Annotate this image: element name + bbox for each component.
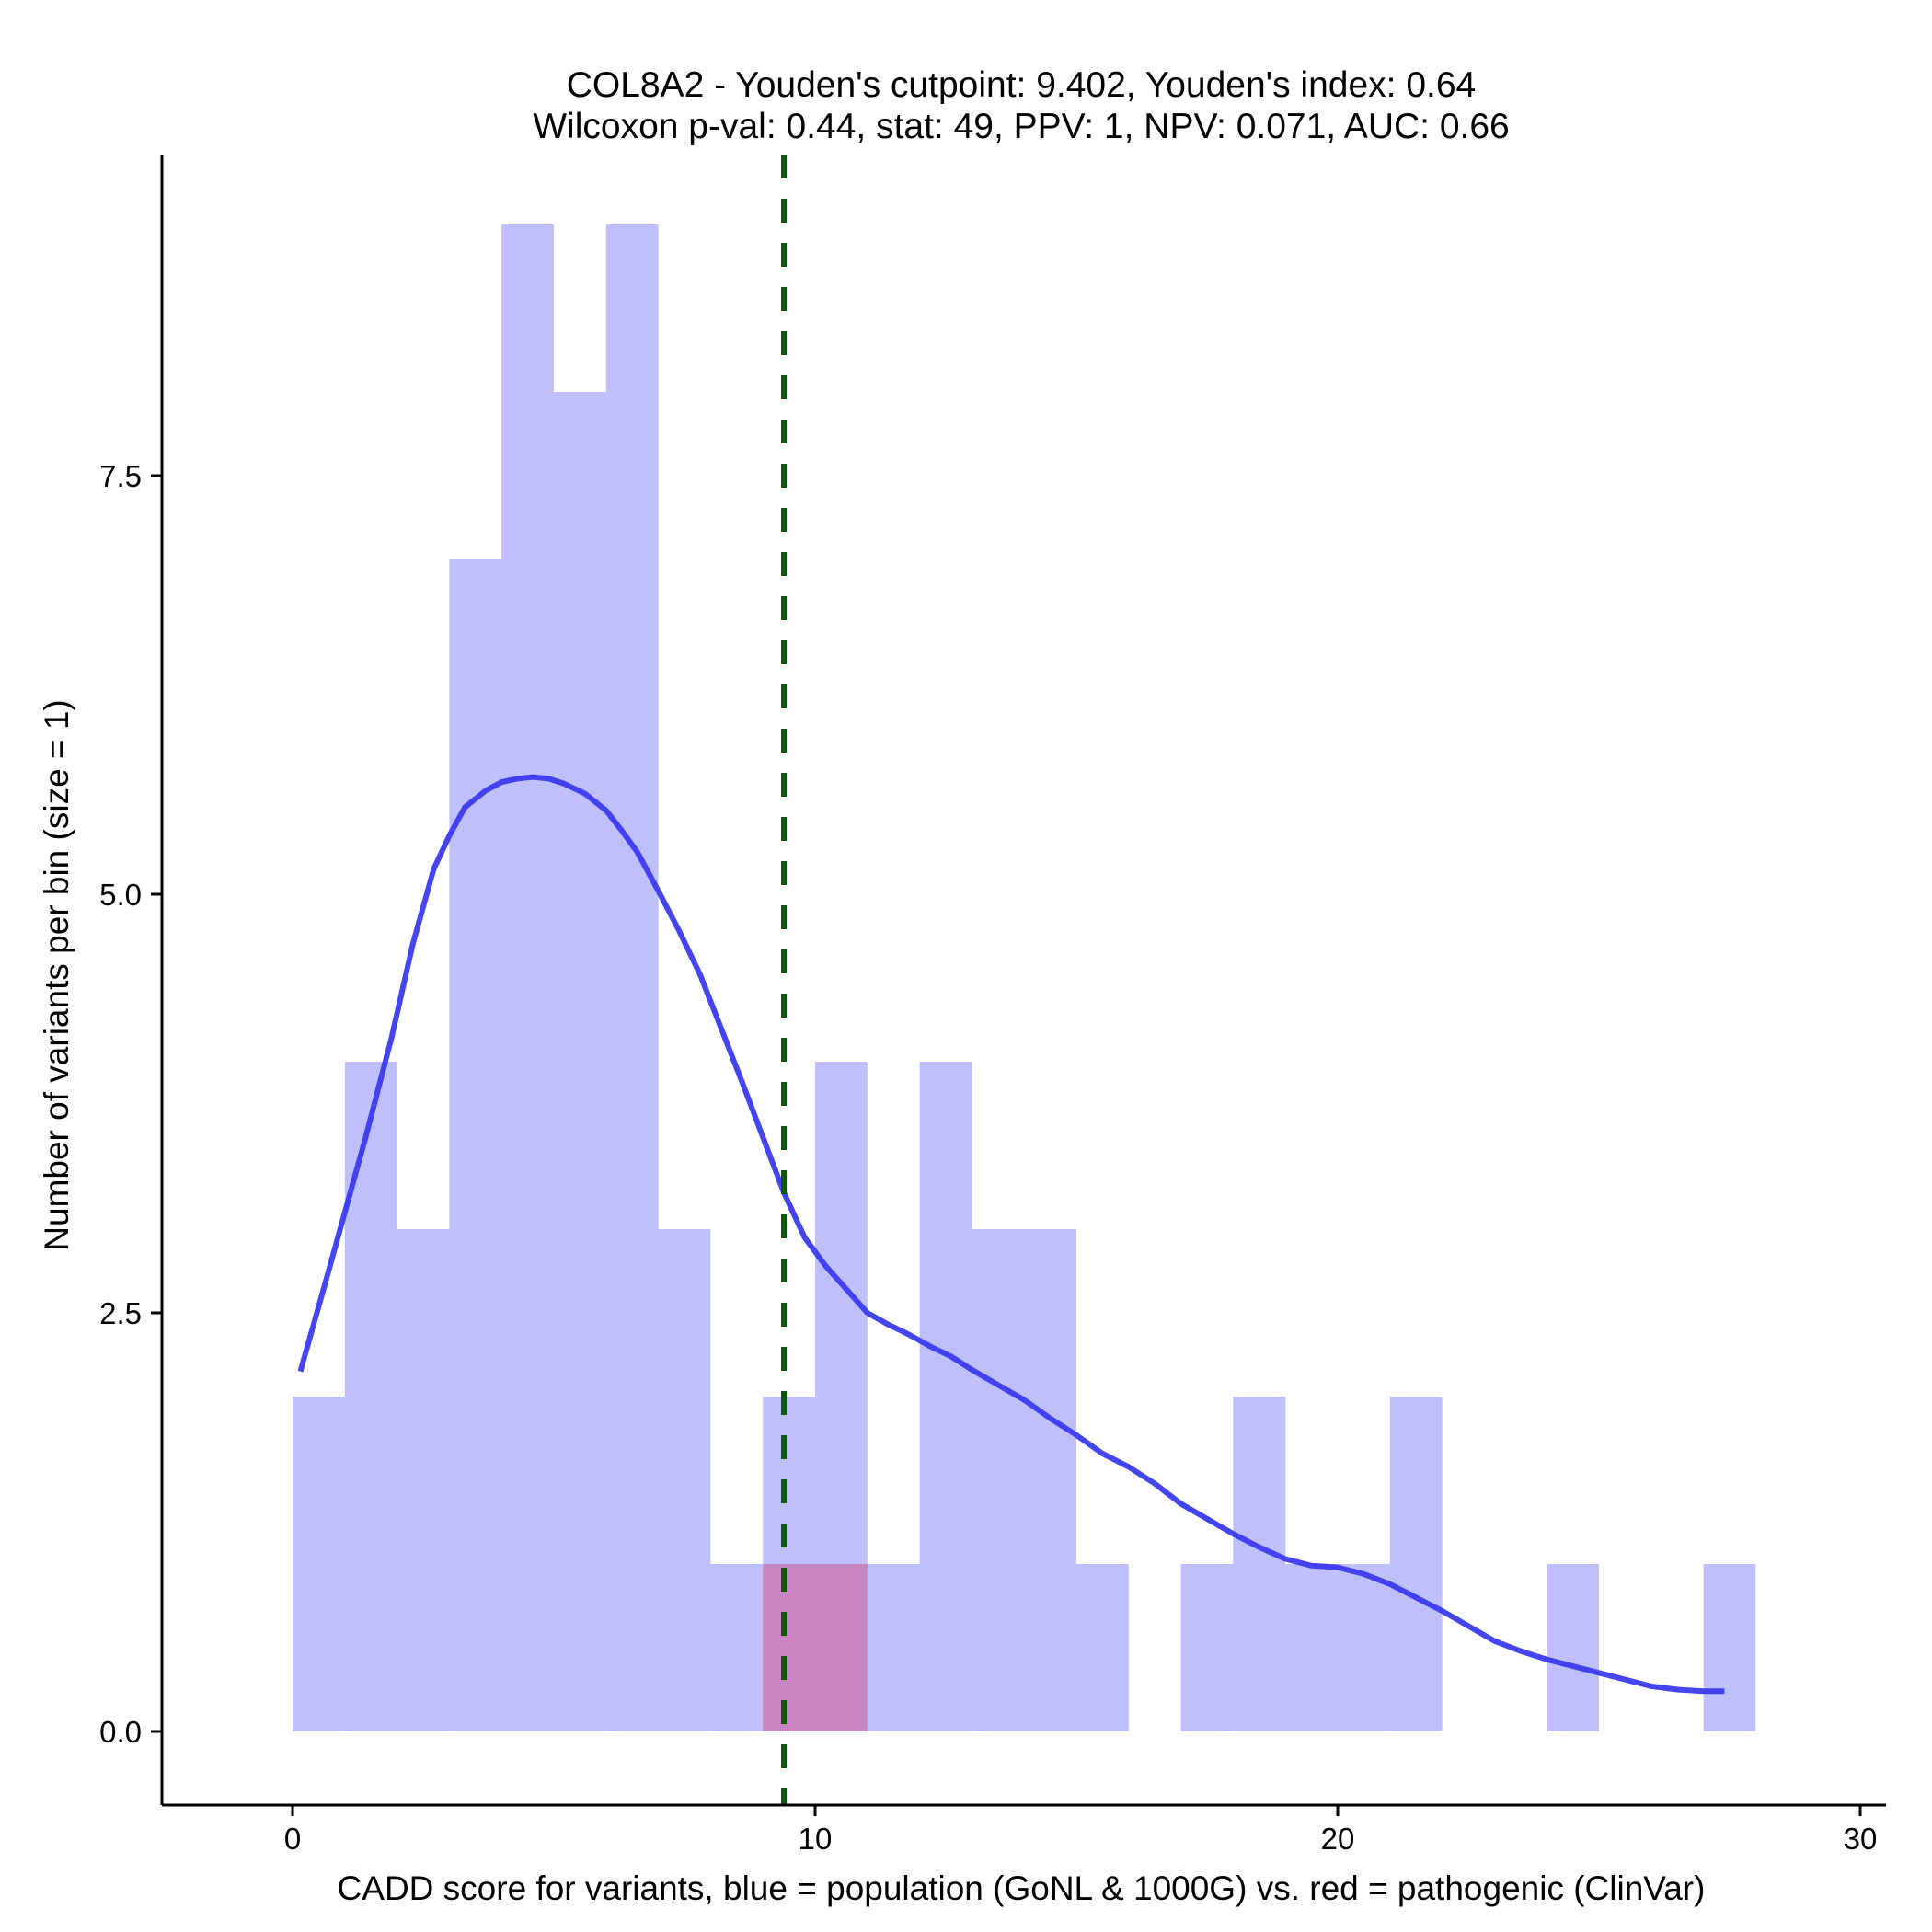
histogram-bar — [972, 1229, 1025, 1731]
histogram-bar — [605, 224, 659, 1731]
histogram-bar — [1233, 1397, 1286, 1731]
histogram-bar — [344, 1062, 397, 1731]
x-tick-label: 10 — [799, 1822, 833, 1856]
histogram-bar — [554, 392, 606, 1731]
density-layer — [297, 774, 1725, 1695]
y-tick-label: 7.5 — [99, 459, 142, 493]
histogram-bar — [815, 1062, 868, 1731]
histogram-bar — [501, 224, 554, 1731]
histogram-bar — [1389, 1397, 1443, 1731]
histogram-bar — [1285, 1564, 1338, 1731]
histogram-bar — [1180, 1564, 1234, 1731]
histogram-bar — [1703, 1564, 1756, 1731]
y-tick-label: 5.0 — [99, 878, 142, 912]
y-tick-label: 2.5 — [99, 1296, 142, 1330]
x-tick-label: 20 — [1321, 1822, 1355, 1856]
x-tick-label: 0 — [284, 1822, 301, 1856]
y-tick-label: 0.0 — [99, 1715, 142, 1749]
histogram-bar — [658, 1229, 711, 1731]
series-population — [293, 224, 1756, 1731]
histogram-bar — [919, 1062, 972, 1731]
histogram-bar — [449, 559, 502, 1731]
histogram-bar — [397, 1229, 450, 1731]
histogram-bar — [1076, 1564, 1129, 1731]
histogram-bar — [1024, 1229, 1076, 1731]
density-line — [297, 774, 1725, 1695]
histogram-bar — [1547, 1564, 1599, 1731]
x-axis-label: CADD score for variants, blue = populati… — [338, 1869, 1706, 1907]
chart-title: COL8A2 - Youden's cutpoint: 9.402, Youde… — [567, 65, 1477, 105]
chart-subtitle: Wilcoxon p-val: 0.44, stat: 49, PPV: 1, … — [533, 107, 1509, 146]
y-axis-label: Number of variants per bin (size = 1) — [38, 699, 75, 1250]
histogram-bar — [763, 1397, 815, 1731]
ticks: 0 10 20 30 0.0 2.5 5.0 7.5 — [99, 459, 1877, 1856]
axes — [160, 155, 1886, 1807]
x-tick-label: 30 — [1844, 1822, 1878, 1856]
histogram-bar — [867, 1564, 920, 1731]
histogram-bar — [1338, 1564, 1390, 1731]
histogram-bar — [815, 1564, 868, 1731]
series-pathogenic — [763, 1564, 868, 1731]
histogram-bars — [293, 224, 1756, 1731]
histogram-bar — [293, 1397, 345, 1731]
histogram-bar — [710, 1564, 764, 1731]
histogram-bar — [763, 1564, 815, 1731]
